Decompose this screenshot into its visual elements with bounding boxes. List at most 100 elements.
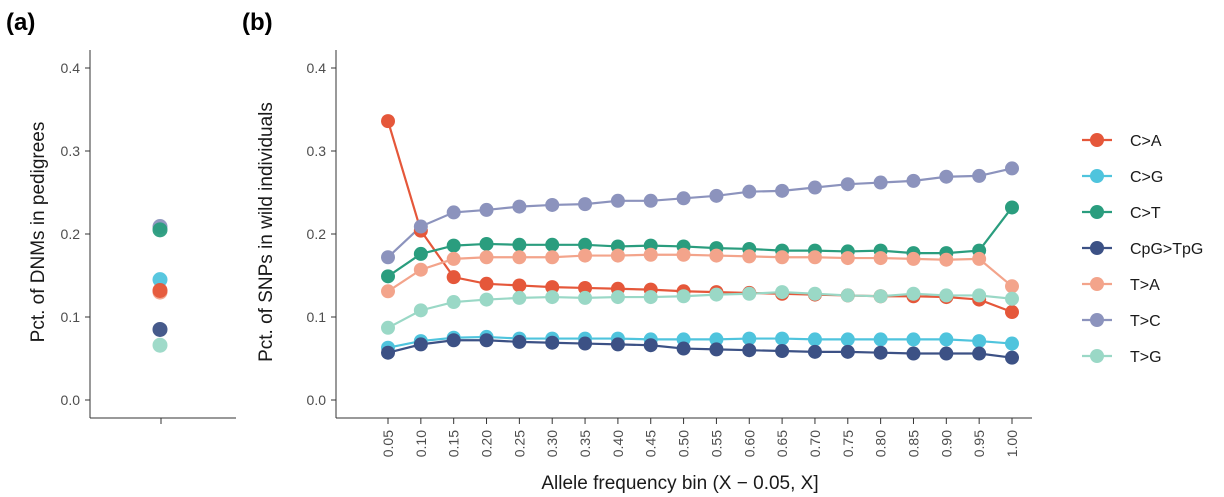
series-point-c-t bbox=[545, 237, 560, 252]
series-point-t-a bbox=[381, 284, 395, 299]
panel-b-x-tick-label: 0.60 bbox=[741, 430, 757, 457]
series-point-t-c bbox=[512, 199, 527, 214]
series-point-t-a bbox=[906, 251, 921, 266]
series-point-cpg-tpg bbox=[709, 342, 724, 357]
series-point-t-c bbox=[676, 191, 691, 206]
panel-b-x-tick-label: 0.90 bbox=[938, 430, 954, 457]
series-point-t-g bbox=[1005, 291, 1019, 306]
panel-b-y-axis-title: Pct. of SNPs in wild individuals bbox=[256, 102, 277, 362]
series-point-t-a bbox=[610, 248, 625, 263]
panel-b-x-tick-label: 0.75 bbox=[840, 430, 856, 457]
series-point-c-g bbox=[906, 332, 921, 347]
series-point-c-t bbox=[413, 246, 428, 261]
series-point-t-a bbox=[1005, 279, 1019, 294]
legend-item-t-c: T>C bbox=[1082, 313, 1161, 330]
series-point-c-t bbox=[381, 269, 395, 284]
series-point-c-a bbox=[578, 280, 593, 295]
series-point-cpg-tpg bbox=[381, 345, 395, 360]
series-point-t-g bbox=[578, 290, 593, 305]
series-point-cpg-tpg bbox=[676, 341, 691, 356]
series-point-c-g bbox=[840, 332, 855, 347]
series-point-c-g bbox=[939, 332, 954, 347]
series-point-c-a bbox=[545, 280, 560, 295]
series-point-t-a bbox=[742, 249, 757, 264]
panel-a-y-tick-label: 0.0 bbox=[61, 392, 81, 408]
series-point-t-a bbox=[545, 250, 560, 265]
legend: C>A C>G C>T CpG>TpG T>A T>C T>G bbox=[1082, 133, 1203, 366]
panel-b-y-ticks: 0.0 0.1 0.2 0.3 0.4 bbox=[307, 60, 336, 408]
series-point-c-t bbox=[1005, 200, 1019, 215]
series-point-t-g bbox=[381, 320, 395, 335]
legend-label: CpG>TpG bbox=[1130, 241, 1203, 258]
series-point-t-c bbox=[906, 173, 921, 188]
legend-key-point bbox=[1090, 349, 1104, 363]
panel-b: (b) Pct. of SNPs in wild individuals 0.0… bbox=[242, 9, 1032, 494]
series-point-t-g bbox=[676, 289, 691, 304]
legend-label: T>C bbox=[1130, 313, 1161, 330]
series-point-cpg-tpg bbox=[413, 337, 428, 352]
series-point-c-g bbox=[742, 331, 757, 346]
panel-b-x-tick-label: 0.20 bbox=[479, 430, 495, 457]
series-point-t-c bbox=[742, 184, 757, 199]
series-point-c-a bbox=[512, 278, 527, 293]
series-point-t-a bbox=[578, 248, 593, 263]
panel-b-label: (b) bbox=[242, 9, 273, 36]
series-point-cpg-tpg bbox=[742, 343, 757, 358]
series-point-t-g bbox=[742, 286, 757, 301]
series-point-cpg-tpg bbox=[873, 345, 888, 360]
panel-a-y-axis-title: Pct. of DNMs in pedigrees bbox=[28, 122, 49, 343]
series-point-cpg-tpg bbox=[545, 335, 560, 350]
series-point-t-a bbox=[709, 248, 724, 263]
panel-a-point bbox=[152, 321, 168, 337]
series-point-t-g bbox=[775, 285, 790, 300]
panel-b-y-tick-label: 0.1 bbox=[307, 309, 327, 325]
legend-label: T>A bbox=[1130, 277, 1160, 294]
series-point-c-g bbox=[1005, 336, 1019, 351]
legend-item-t-g: T>G bbox=[1082, 349, 1162, 366]
series-point-t-c bbox=[578, 197, 593, 212]
series-point-c-g bbox=[775, 331, 790, 346]
legend-label: C>A bbox=[1130, 133, 1162, 150]
series-point-t-c bbox=[446, 205, 461, 220]
series-point-t-c bbox=[479, 202, 494, 217]
series-point-c-a bbox=[479, 276, 494, 291]
panel-b-x-tick-label: 0.85 bbox=[905, 430, 921, 457]
panel-b-x-tick-label: 0.30 bbox=[544, 430, 560, 457]
series-point-cpg-tpg bbox=[939, 346, 954, 361]
series-point-t-c bbox=[775, 183, 790, 198]
series-point-c-g bbox=[873, 332, 888, 347]
series-point-t-a bbox=[479, 250, 494, 265]
panel-b-y-tick-label: 0.0 bbox=[307, 392, 327, 408]
legend-key-point bbox=[1090, 205, 1104, 219]
series-point-t-a bbox=[807, 250, 822, 265]
series-point-t-g bbox=[479, 292, 494, 307]
series-point-t-a bbox=[446, 251, 461, 266]
panel-b-series-points bbox=[381, 114, 1019, 365]
panel-a: (a) Pct. of DNMs in pedigrees 0.0 0.1 0.2 0… bbox=[6, 9, 236, 424]
panel-b-x-tick-label: 0.80 bbox=[873, 430, 889, 457]
legend-key-point bbox=[1090, 277, 1104, 291]
series-point-t-a bbox=[643, 247, 658, 262]
panel-a-y-tick-label: 0.4 bbox=[61, 60, 81, 76]
series-point-c-a bbox=[446, 270, 461, 285]
series-point-cpg-tpg bbox=[807, 344, 822, 359]
panel-b-x-tick-label: 0.40 bbox=[610, 430, 626, 457]
panel-a-point bbox=[152, 272, 168, 288]
panel-a-label: (a) bbox=[6, 9, 35, 36]
series-point-t-c bbox=[610, 193, 625, 208]
panel-a-y-tick-label: 0.1 bbox=[61, 309, 81, 325]
series-point-t-g bbox=[545, 290, 560, 305]
panel-a-y-tick-label: 0.2 bbox=[61, 226, 81, 242]
series-point-c-t bbox=[479, 236, 494, 251]
panel-a-y-ticks: 0.0 0.1 0.2 0.3 0.4 bbox=[61, 60, 90, 408]
panel-b-x-axis-title: Allele frequency bin (X − 0.05, X] bbox=[541, 473, 818, 494]
series-point-cpg-tpg bbox=[446, 333, 461, 348]
series-point-t-a bbox=[512, 250, 527, 265]
legend-item-t-a: T>A bbox=[1082, 277, 1160, 294]
series-point-t-c bbox=[709, 188, 724, 203]
panel-b-x-tick-label: 0.95 bbox=[971, 430, 987, 457]
series-point-t-c bbox=[840, 177, 855, 192]
series-point-t-g bbox=[446, 295, 461, 310]
series-point-t-g bbox=[643, 290, 658, 305]
series-point-t-c bbox=[1005, 161, 1019, 176]
